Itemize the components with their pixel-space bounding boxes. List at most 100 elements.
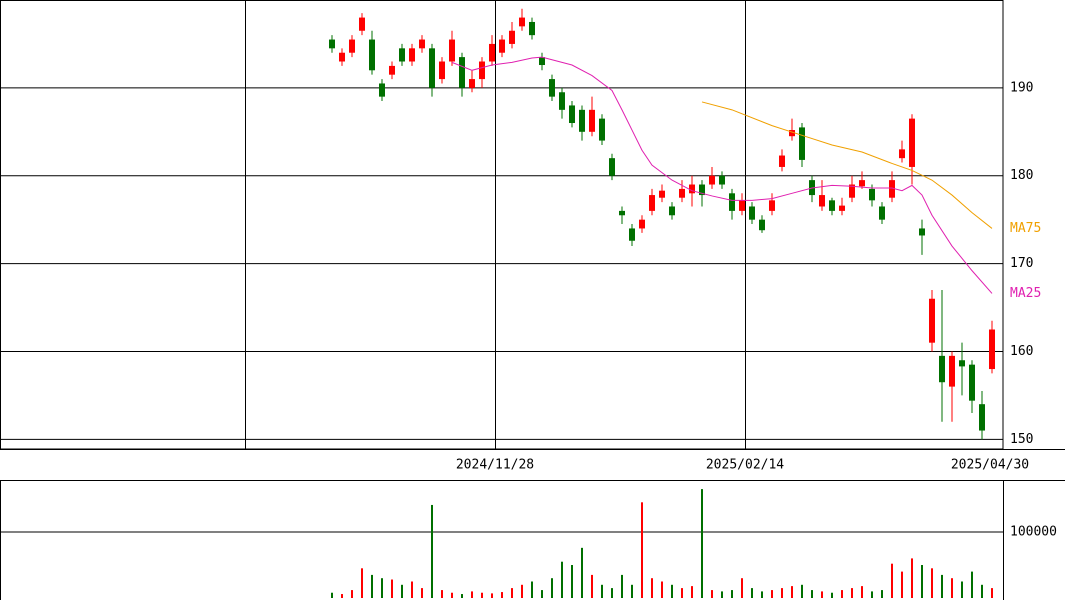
candle-body [419,39,425,49]
candle-body [749,206,755,220]
volume-bar [671,584,673,598]
y-tick-label: 100000 [1010,525,1057,540]
volume-bar [911,558,913,598]
candle-body [569,105,575,124]
volume-bar [681,588,683,598]
volume-bar [901,571,903,598]
volume-bar [571,565,573,598]
y-tick-label: 180 [1010,168,1033,183]
volume-bar [701,489,703,598]
volume-bar [461,594,463,598]
candle-body [839,205,845,211]
volume-bar [891,563,893,598]
volume-bar [731,590,733,598]
volume-bar [351,590,353,598]
volume-bar [411,581,413,598]
volume-bar [421,588,423,598]
volume-bar [761,591,763,598]
volume-bar [641,502,643,598]
candle-body [429,48,435,88]
volume-bar [611,588,613,598]
volume-bar [561,561,563,598]
volume-bar [531,581,533,598]
candle-body [979,404,985,431]
volume-bar [451,592,453,598]
volume-bar [881,590,883,598]
legend-label: MA25 [1010,286,1041,301]
volume-bar [841,590,843,598]
candle-body [619,210,625,216]
candle-body [369,39,375,71]
volume-bar [781,588,783,598]
volume-bar [361,568,363,598]
candle-body [769,200,775,211]
candle-body [869,188,875,201]
candle-body [799,127,805,160]
candle-body [349,39,355,53]
volume-bar [521,584,523,598]
volume-bar [491,593,493,598]
candle-body [699,184,705,196]
volume-bar [471,591,473,598]
candle-body [649,195,655,211]
candle-body [659,190,665,198]
volume-bar [661,581,663,598]
ma-line [701,101,993,229]
volume-bar [801,584,803,598]
volume-bar [631,584,633,598]
volume-bar [621,574,623,598]
ma-line [451,56,993,294]
volume-bar [811,590,813,598]
candle-body [439,61,445,80]
y-tick-label: 190 [1010,80,1033,95]
candle-body [469,79,475,88]
candle-body [679,188,685,198]
candle-body [449,39,455,62]
volume-bar [941,574,943,598]
candle-body [829,200,835,211]
candle-body [919,228,925,236]
candle-body [929,298,935,343]
candle-body [639,219,645,229]
candle-body [329,39,335,49]
volume-bar [401,584,403,598]
x-tick-label: 2025/04/30 [951,458,1029,473]
candle-body [689,184,695,194]
candle-body [939,355,945,383]
candle-body [669,206,675,216]
volume-bar [961,581,963,598]
candle-body [759,219,765,231]
candle-body [359,17,365,31]
x-tick-label: 2025/02/14 [706,458,784,473]
volume-bar [441,590,443,598]
volume-bar [751,588,753,598]
volume-bar [481,592,483,598]
candle-body [479,61,485,80]
candle-body [709,175,715,185]
volume-bar [541,590,543,598]
candle-body [789,130,795,137]
candle-body [459,57,465,88]
volume-bar [381,578,383,598]
candle-body [949,355,955,387]
legend-label: MA75 [1010,221,1041,236]
volume-bar [931,568,933,598]
candle-body [499,39,505,53]
candle-body [989,329,995,370]
volume-bar [921,565,923,598]
candle-body [519,17,525,27]
candle-body [739,200,745,211]
candle-body [609,158,615,176]
candle-body [379,83,385,97]
candle-body [849,184,855,198]
volume-bar [651,578,653,598]
candle-body [559,92,565,110]
volume-bar [691,586,693,598]
candle-body [629,228,635,241]
candle-body [589,109,595,132]
volume-bar [391,579,393,598]
volume-bar [371,574,373,598]
volume-bar [981,584,983,598]
price-frame [0,0,1004,450]
